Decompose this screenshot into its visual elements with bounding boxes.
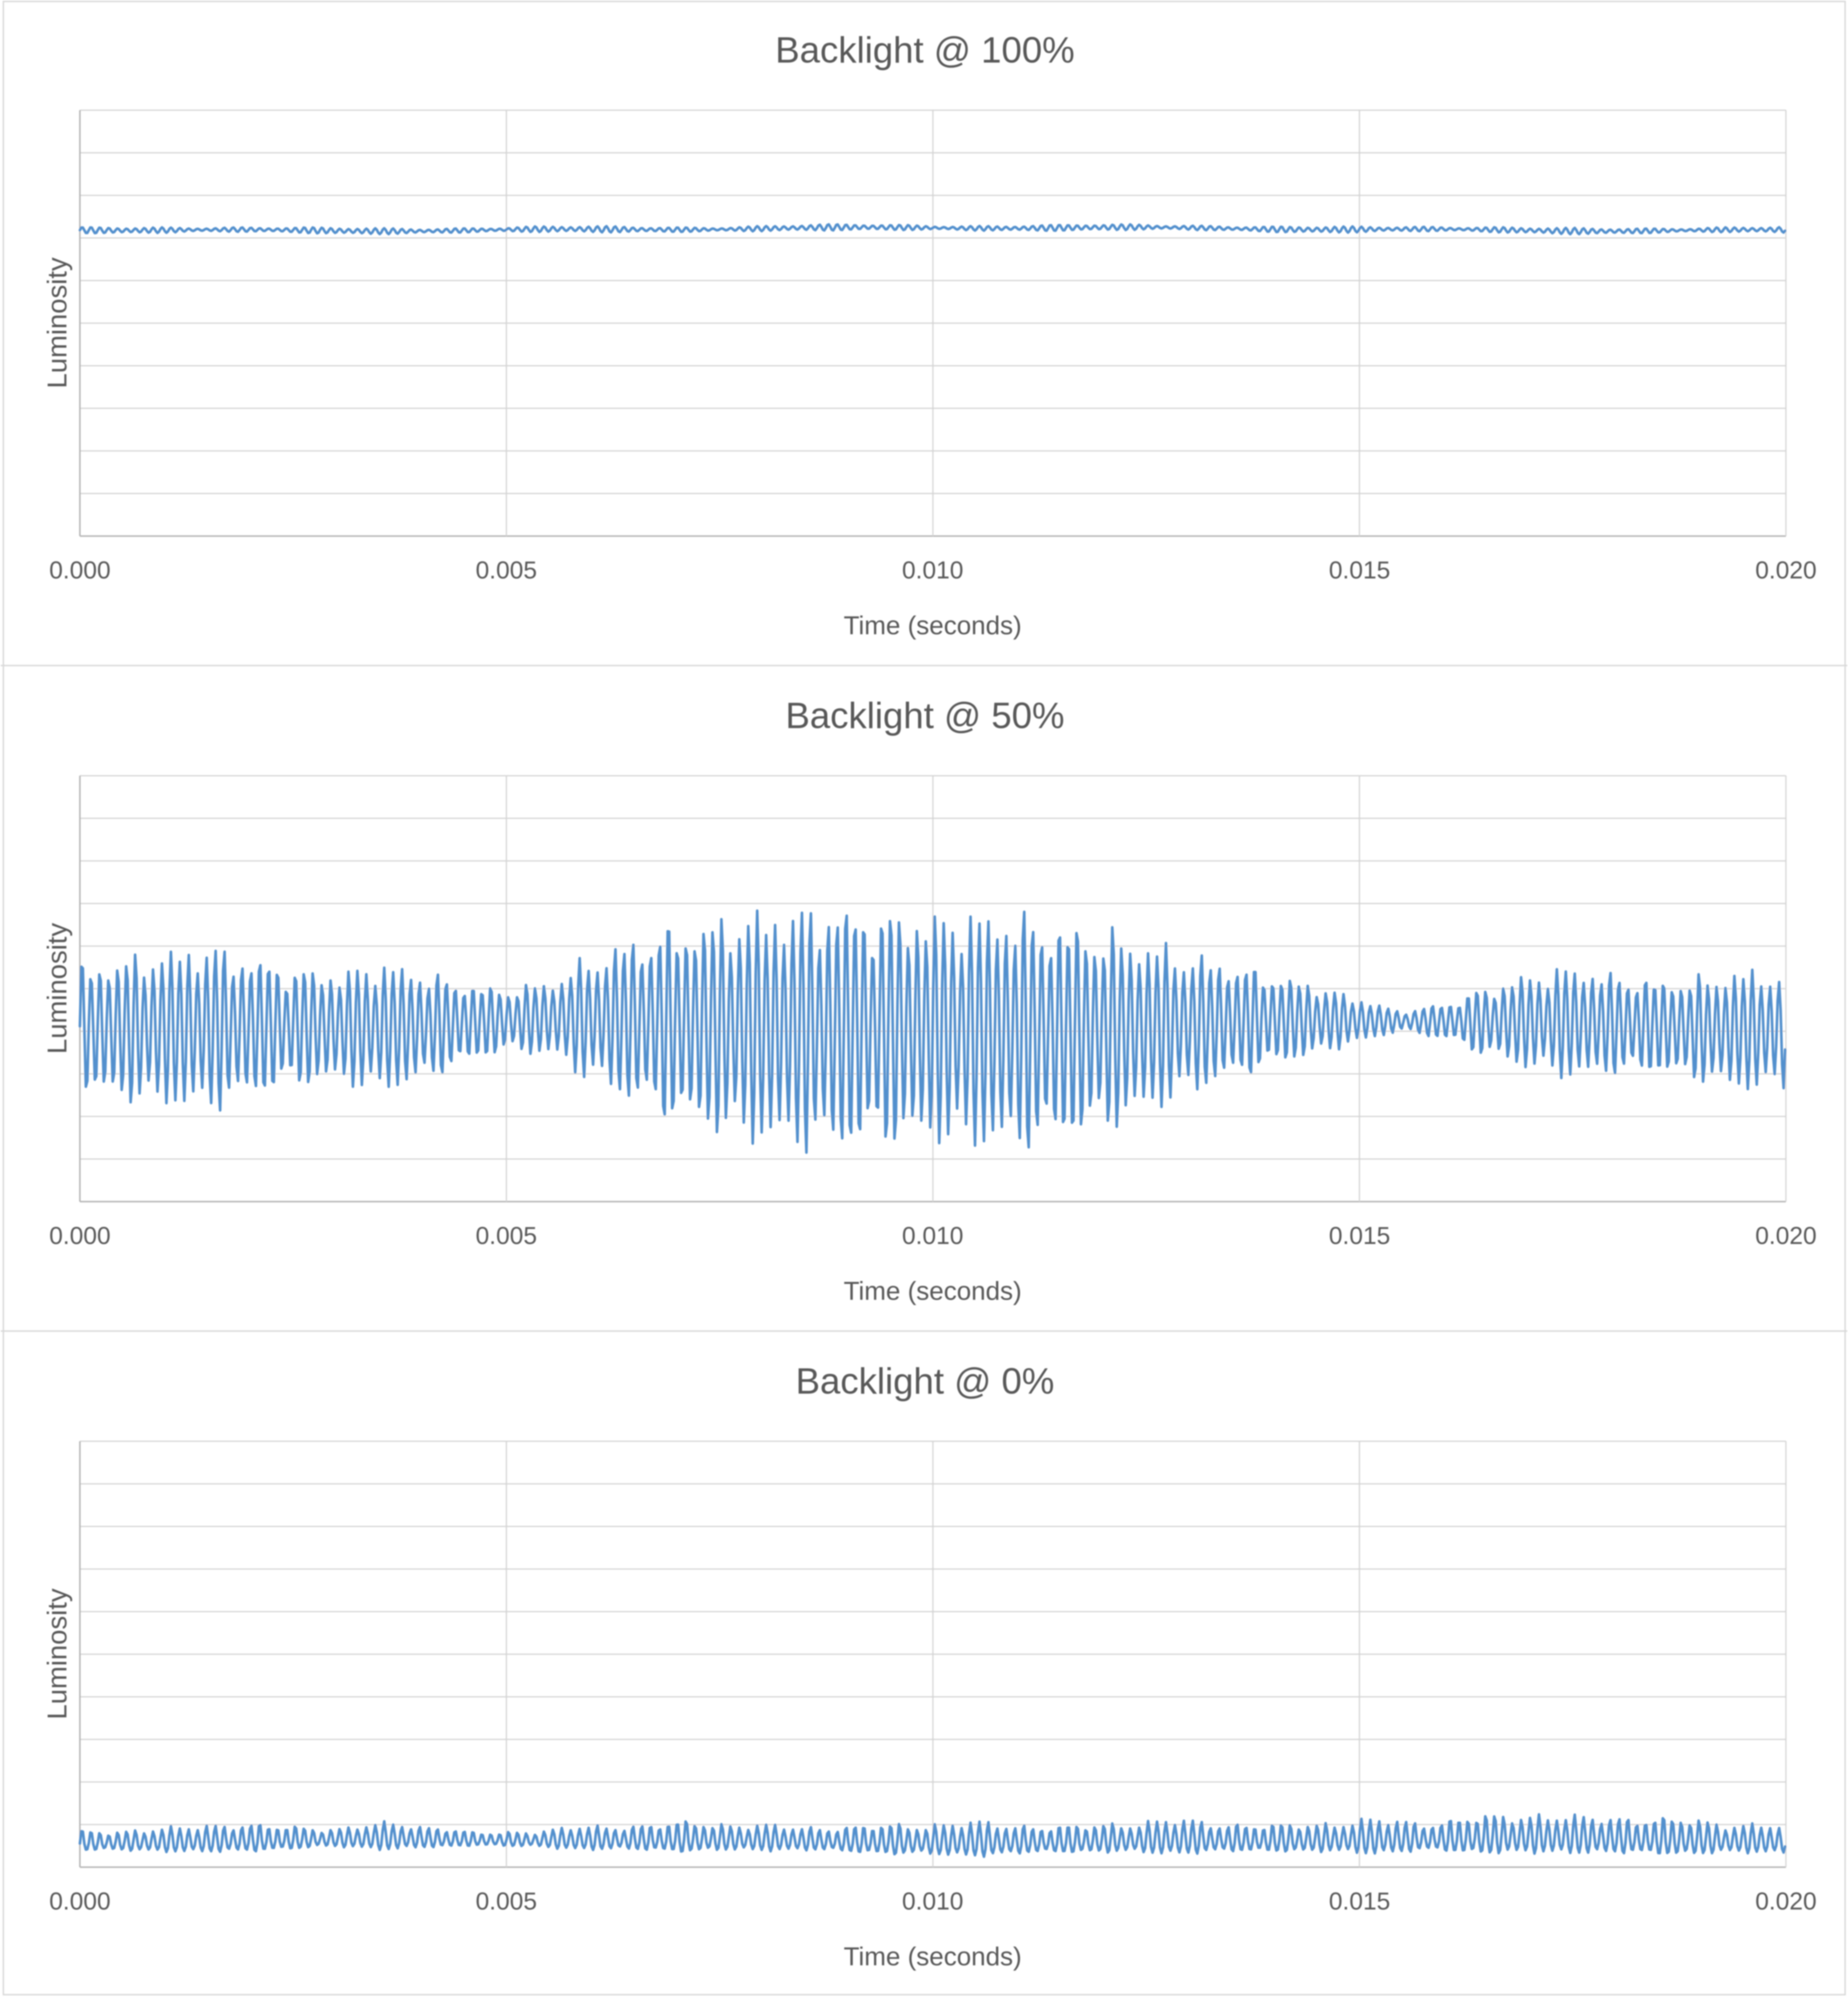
svg-text:Time (seconds): Time (seconds) [844,1277,1022,1306]
svg-text:0.005: 0.005 [475,1887,537,1915]
svg-text:Time (seconds): Time (seconds) [844,1942,1022,1971]
svg-text:0.000: 0.000 [49,556,111,584]
svg-text:Luminosity: Luminosity [42,1588,73,1719]
svg-text:0.010: 0.010 [902,556,963,584]
svg-text:Backlight @ 100%: Backlight @ 100% [775,30,1075,71]
svg-text:0.000: 0.000 [49,1222,111,1249]
svg-text:0.015: 0.015 [1329,556,1390,584]
svg-text:Luminosity: Luminosity [42,257,73,388]
svg-text:Backlight @ 50%: Backlight @ 50% [785,695,1065,736]
svg-text:0.020: 0.020 [1755,1222,1817,1249]
svg-text:0.010: 0.010 [902,1222,963,1249]
svg-text:0.010: 0.010 [902,1887,963,1915]
svg-text:Luminosity: Luminosity [42,923,73,1054]
svg-text:0.005: 0.005 [475,1222,537,1249]
svg-text:0.005: 0.005 [475,556,537,584]
svg-text:0.015: 0.015 [1329,1222,1390,1249]
svg-text:0.015: 0.015 [1329,1887,1390,1915]
svg-text:0.000: 0.000 [49,1887,111,1915]
svg-text:0.020: 0.020 [1755,556,1817,584]
svg-text:Time (seconds): Time (seconds) [844,611,1022,640]
svg-text:Backlight @ 0%: Backlight @ 0% [796,1361,1054,1402]
svg-text:0.020: 0.020 [1755,1887,1817,1915]
